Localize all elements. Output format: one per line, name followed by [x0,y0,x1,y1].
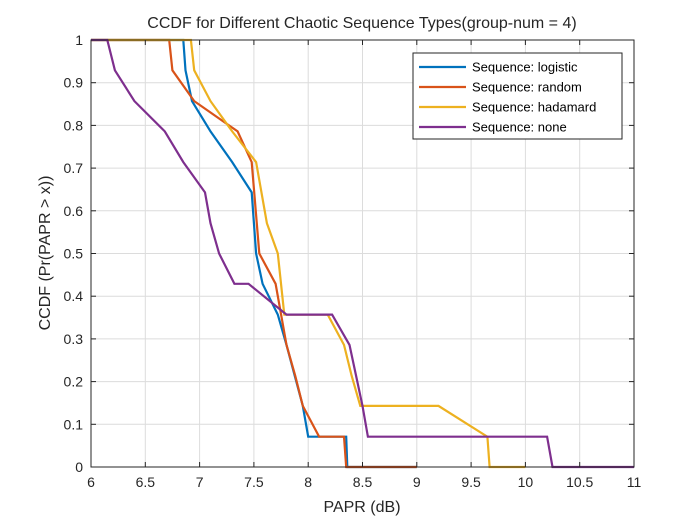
series-layer [91,38,634,469]
series-line-4 [91,38,634,469]
ticks: 6 6.5 7 7.5 8 8.5 9 9.5 10 10.5 11 0 0.1 0.2 0.3 0.4 0.5… [64,32,642,490]
legend-label-3: Sequence: hadamard [472,100,596,115]
y-tick-label: 0.9 [64,75,84,91]
x-tick-label: 11 [627,474,642,490]
y-tick-label: 0.4 [64,288,84,304]
y-tick-label: 0.3 [64,331,84,347]
y-tick-label: 1 [75,32,83,48]
legend-label-2: Sequence: random [472,80,582,95]
y-tick-label: 0.1 [64,416,84,432]
x-tick-label: 6.5 [136,474,156,490]
y-tick-label: 0.6 [64,203,84,219]
y-tick-label: 0.8 [64,117,84,133]
x-tick-label: 10 [518,474,534,490]
chart-title: CCDF for Different Chaotic Sequence Type… [147,15,576,32]
series-line-2 [91,38,417,469]
y-tick-label: 0.7 [64,160,84,176]
legend-label-1: Sequence: logistic [472,60,578,75]
x-tick-label: 7.5 [244,474,264,490]
x-tick-label: 9 [413,474,421,490]
legend: Sequence: logistic Sequence: random Sequen… [412,52,623,140]
y-axis-label: CCDF (Pr(PAPR > x)) [37,176,54,331]
y-tick-label: 0 [75,459,83,475]
series-line-3 [91,38,526,469]
x-tick-label: 8 [304,474,312,490]
y-tick-label: 0.2 [64,374,84,390]
x-tick-label: 7 [196,474,204,490]
x-tick-label: 6 [87,474,95,490]
legend-label-4: Sequence: none [472,120,567,135]
x-tick-label: 9.5 [461,474,481,490]
x-axis-label: PAPR (dB) [323,499,400,516]
y-tick-label: 0.5 [64,246,84,262]
x-tick-label: 8.5 [353,474,373,490]
x-tick-label: 10.5 [566,474,593,490]
